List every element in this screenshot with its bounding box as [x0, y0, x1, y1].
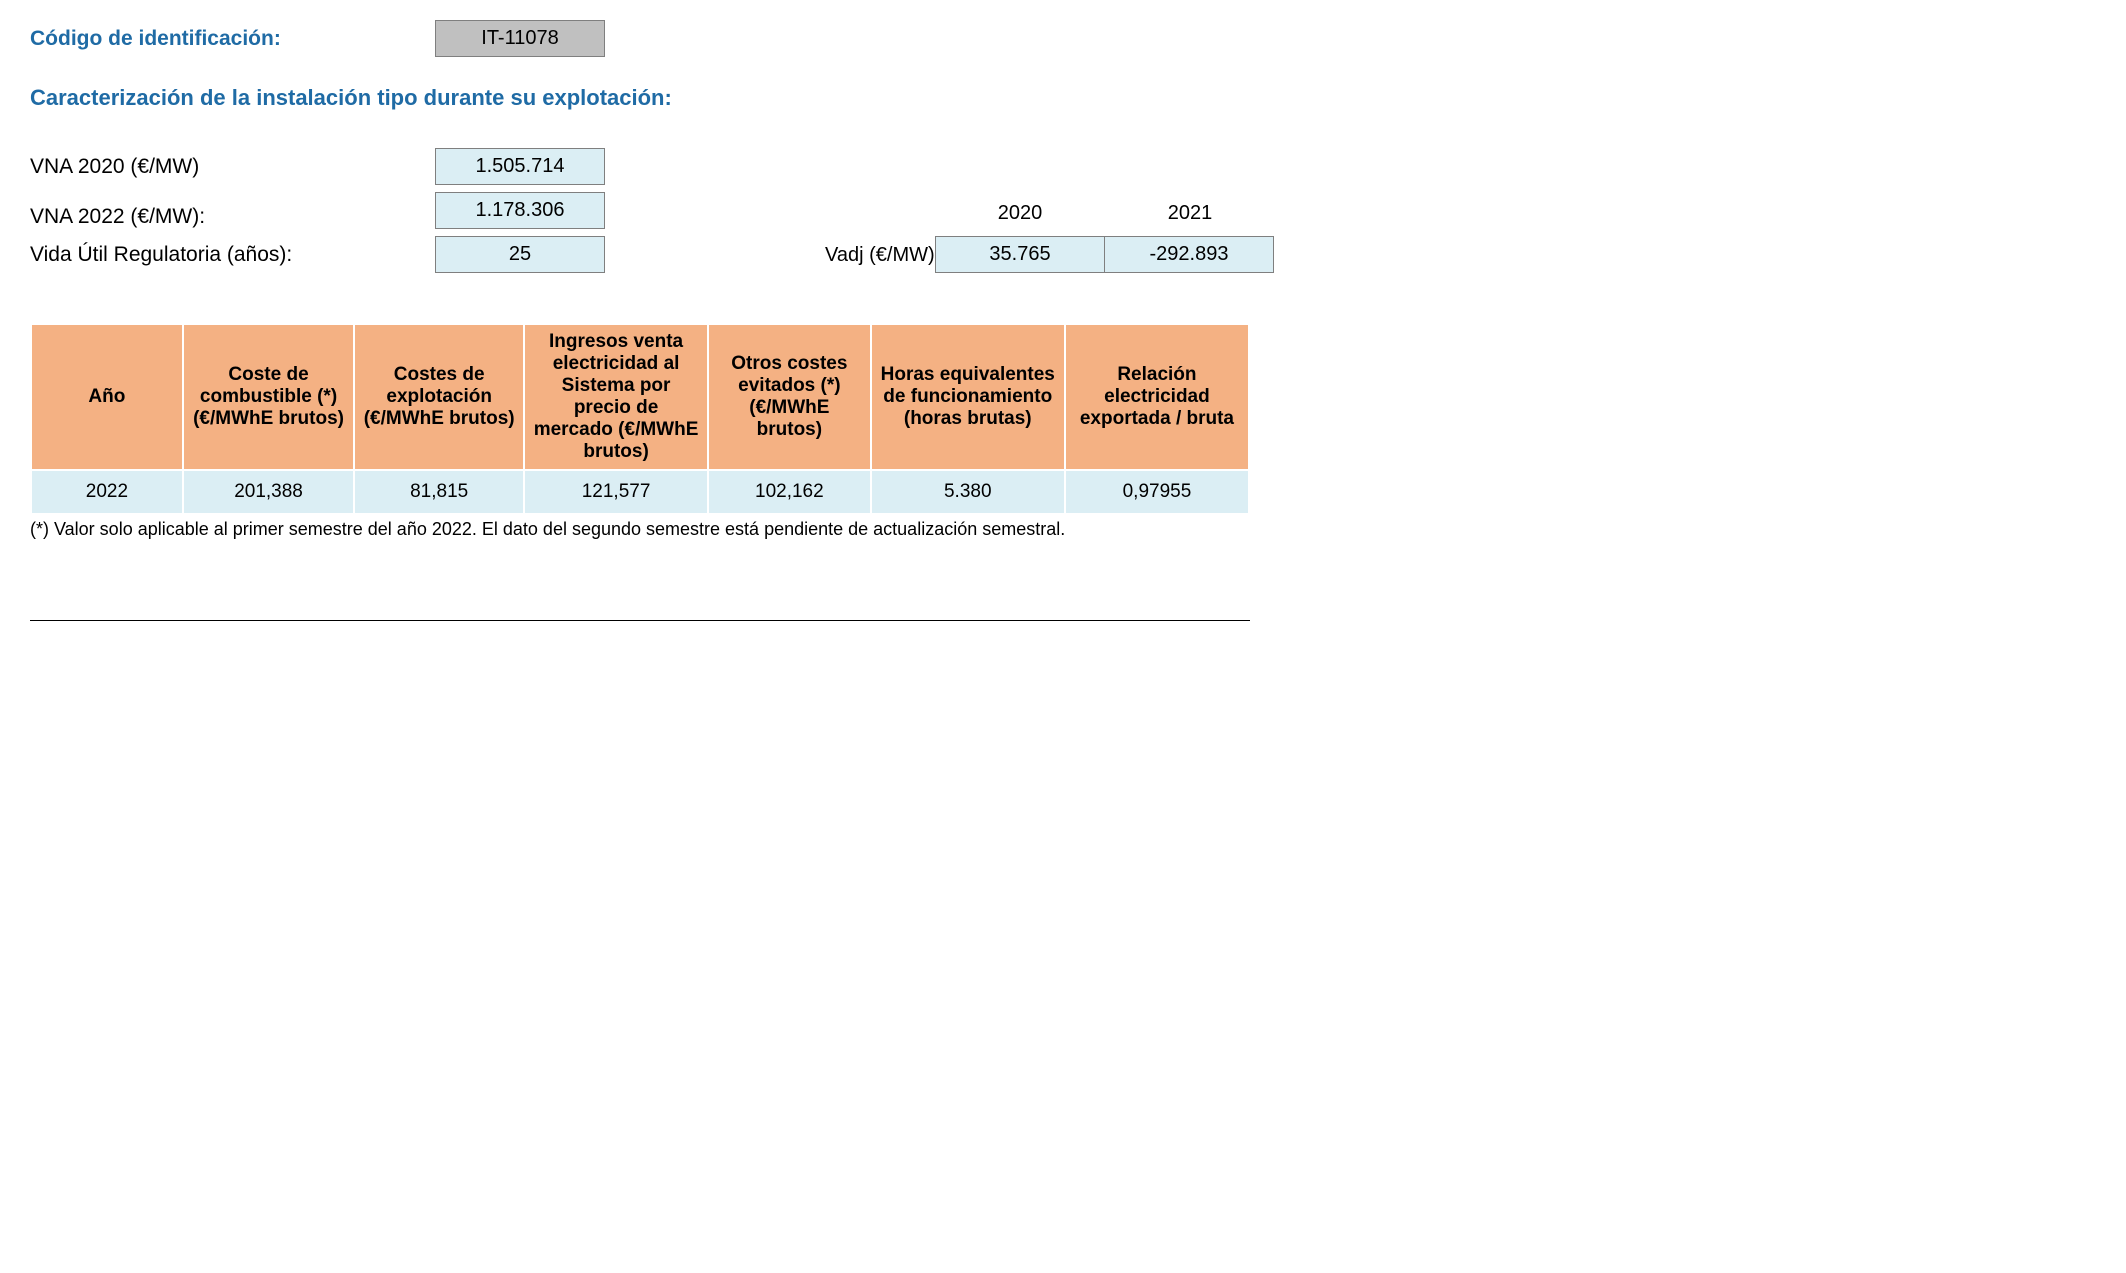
vadj-year1: 2020 [935, 202, 1105, 225]
vna2020-value: 1.505.714 [435, 148, 605, 185]
vna2022-label: VNA 2022 (€/MW): [30, 205, 435, 229]
cell: 5.380 [871, 470, 1065, 514]
col-header: Costes de explotación (€/MWhE brutos) [354, 324, 524, 470]
vadj-label: Vadj (€/MW) [825, 244, 935, 267]
cell: 81,815 [354, 470, 524, 514]
cell: 201,388 [183, 470, 355, 514]
id-value: IT-11078 [435, 20, 605, 57]
params-block: VNA 2020 (€/MW) 1.505.714 VNA 2022 (€/MW… [30, 149, 2096, 273]
col-header: Ingresos venta electricidad al Sistema p… [524, 324, 708, 470]
cell: 0,97955 [1065, 470, 1249, 514]
col-header: Otros costes evitados (*) (€/MWhE brutos… [708, 324, 871, 470]
col-header: Año [31, 324, 183, 470]
life-value: 25 [435, 236, 605, 273]
vadj-year2: 2021 [1105, 202, 1275, 225]
section-title: Caracterización de la instalación tipo d… [30, 85, 2096, 111]
col-header: Coste de combustible (*) (€/MWhE brutos) [183, 324, 355, 470]
vna2022-value: 1.178.306 [435, 192, 605, 229]
vna2020-label: VNA 2020 (€/MW) [30, 155, 435, 179]
cell: 121,577 [524, 470, 708, 514]
col-header: Relación electricidad exportada / bruta [1065, 324, 1249, 470]
separator [30, 620, 1250, 621]
table-row: 2022 201,388 81,815 121,577 102,162 5.38… [31, 470, 1249, 514]
vadj-val2: -292.893 [1104, 236, 1274, 273]
col-header: Horas equivalentes de funcionamiento (ho… [871, 324, 1065, 470]
data-table: Año Coste de combustible (*) (€/MWhE bru… [30, 323, 1250, 515]
vadj-block: 2020 2021 [805, 202, 1275, 229]
vadj-val1: 35.765 [935, 236, 1105, 273]
footnote: (*) Valor solo aplicable al primer semes… [30, 519, 2096, 540]
id-label: Código de identificación: [30, 27, 435, 51]
life-label: Vida Útil Regulatoria (años): [30, 243, 435, 267]
cell: 2022 [31, 470, 183, 514]
table-header-row: Año Coste de combustible (*) (€/MWhE bru… [31, 324, 1249, 470]
cell: 102,162 [708, 470, 871, 514]
id-row: Código de identificación: IT-11078 [30, 20, 2096, 57]
